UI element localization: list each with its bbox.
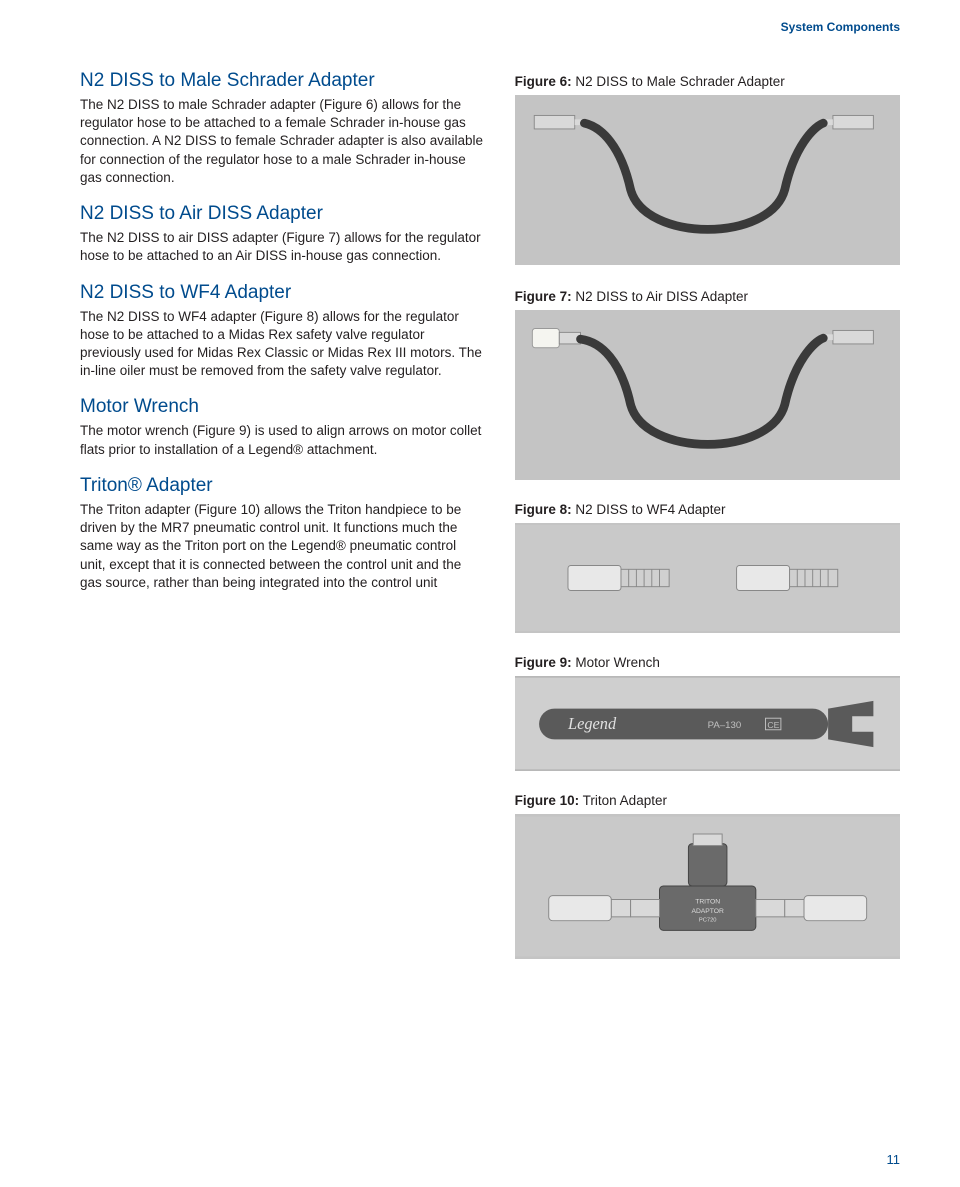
- figure-label: Figure 9:: [515, 655, 572, 670]
- figure-9-caption: Figure 9: Motor Wrench: [515, 655, 900, 670]
- section-body: The N2 DISS to WF4 adapter (Figure 8) al…: [80, 308, 485, 381]
- section-motor-wrench: Motor Wrench The motor wrench (Figure 9)…: [80, 396, 485, 458]
- figure-7-image: [515, 310, 900, 480]
- svg-text:Legend: Legend: [567, 714, 617, 733]
- figure-8-caption: Figure 8: N2 DISS to WF4 Adapter: [515, 502, 900, 517]
- svg-text:ADAPTOR: ADAPTOR: [691, 908, 724, 915]
- header-section-label: System Components: [781, 20, 900, 34]
- figure-label: Figure 10:: [515, 793, 580, 808]
- figure-label: Figure 6:: [515, 74, 572, 89]
- figure-8-image: [515, 523, 900, 633]
- section-title: Motor Wrench: [80, 396, 485, 418]
- section-title: N2 DISS to Male Schrader Adapter: [80, 70, 485, 92]
- figure-text: Triton Adapter: [579, 793, 667, 808]
- figure-text: N2 DISS to Male Schrader Adapter: [572, 74, 785, 89]
- content-columns: N2 DISS to Male Schrader Adapter The N2 …: [80, 70, 900, 959]
- section-body: The Triton adapter (Figure 10) allows th…: [80, 501, 485, 592]
- figure-6-image: [515, 95, 900, 265]
- figure-text: N2 DISS to Air DISS Adapter: [572, 289, 748, 304]
- page-number: 11: [887, 1152, 901, 1167]
- figure-text: N2 DISS to WF4 Adapter: [572, 502, 726, 517]
- figure-label: Figure 7:: [515, 289, 572, 304]
- section-n2-wf4: N2 DISS to WF4 Adapter The N2 DISS to WF…: [80, 282, 485, 381]
- section-title: N2 DISS to Air DISS Adapter: [80, 203, 485, 225]
- figure-9-image: Legend PA–130 CE: [515, 676, 900, 771]
- figure-7-caption: Figure 7: N2 DISS to Air DISS Adapter: [515, 289, 900, 304]
- section-body: The motor wrench (Figure 9) is used to a…: [80, 422, 485, 458]
- section-body: The N2 DISS to male Schrader adapter (Fi…: [80, 96, 485, 187]
- figure-10-image: TRITON ADAPTOR PC720: [515, 814, 900, 959]
- figure-text: Motor Wrench: [572, 655, 660, 670]
- section-n2-air-diss: N2 DISS to Air DISS Adapter The N2 DISS …: [80, 203, 485, 265]
- svg-text:TRITON: TRITON: [695, 898, 720, 905]
- right-column: Figure 6: N2 DISS to Male Schrader Adapt…: [515, 70, 900, 959]
- svg-text:PA–130: PA–130: [707, 720, 741, 731]
- svg-text:PC720: PC720: [699, 918, 717, 924]
- left-column: N2 DISS to Male Schrader Adapter The N2 …: [80, 70, 485, 959]
- section-body: The N2 DISS to air DISS adapter (Figure …: [80, 229, 485, 265]
- figure-6-caption: Figure 6: N2 DISS to Male Schrader Adapt…: [515, 74, 900, 89]
- figure-10-caption: Figure 10: Triton Adapter: [515, 793, 900, 808]
- section-triton-adapter: Triton® Adapter The Triton adapter (Figu…: [80, 475, 485, 592]
- section-title: N2 DISS to WF4 Adapter: [80, 282, 485, 304]
- section-title: Triton® Adapter: [80, 475, 485, 497]
- figure-label: Figure 8:: [515, 502, 572, 517]
- section-n2-male-schrader: N2 DISS to Male Schrader Adapter The N2 …: [80, 70, 485, 187]
- svg-text:CE: CE: [767, 720, 779, 730]
